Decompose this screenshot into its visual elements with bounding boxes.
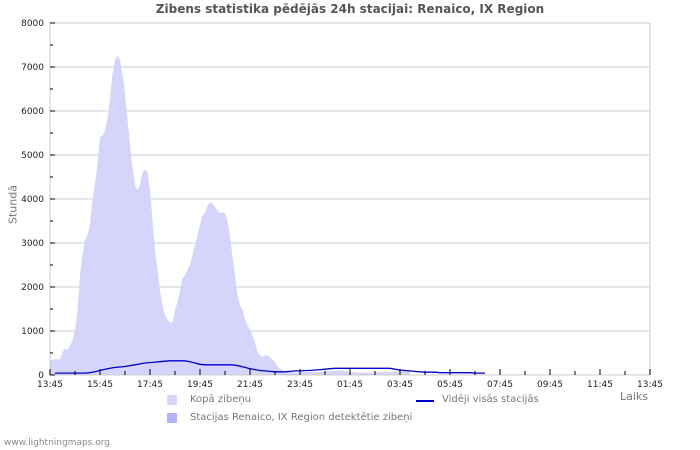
footer-source-link[interactable]: www.lightningmaps.org <box>4 438 110 448</box>
svg-text:11:45: 11:45 <box>587 380 613 390</box>
svg-text:01:45: 01:45 <box>337 380 363 390</box>
legend-swatch-station <box>167 413 177 423</box>
svg-text:13:45: 13:45 <box>37 380 63 390</box>
chart-title: Zibens statistika pēdējās 24h stacijai: … <box>155 2 545 16</box>
svg-text:09:45: 09:45 <box>537 380 563 390</box>
y-axis-ticks: 0 1000 2000 3000 4000 5000 6000 7000 8000 <box>21 19 55 381</box>
svg-text:2000: 2000 <box>21 283 44 293</box>
svg-text:3000: 3000 <box>21 239 44 249</box>
x-axis-label: Laiks <box>620 390 649 403</box>
svg-text:1000: 1000 <box>21 327 44 337</box>
svg-text:5000: 5000 <box>21 151 44 161</box>
svg-text:15:45: 15:45 <box>87 380 113 390</box>
legend-label-total: Kopā zibeņu <box>190 394 252 405</box>
svg-text:23:45: 23:45 <box>287 380 313 390</box>
y-axis-label: Stundā <box>6 185 20 224</box>
svg-text:8000: 8000 <box>21 19 44 29</box>
svg-text:07:45: 07:45 <box>487 380 513 390</box>
svg-text:13:45: 13:45 <box>637 380 663 390</box>
average-all-stations-line <box>55 360 485 374</box>
svg-text:03:45: 03:45 <box>387 380 413 390</box>
svg-text:4000: 4000 <box>21 195 44 205</box>
svg-text:19:45: 19:45 <box>187 380 213 390</box>
svg-text:05:45: 05:45 <box>437 380 463 390</box>
svg-text:17:45: 17:45 <box>137 380 163 390</box>
total-lightning-area <box>50 56 410 375</box>
legend-label-station: Stacijas Renaico, IX Region detektētie z… <box>190 412 413 423</box>
svg-text:0: 0 <box>38 371 44 381</box>
legend-swatch-total <box>167 395 177 405</box>
svg-text:21:45: 21:45 <box>237 380 263 390</box>
legend-swatch-average <box>416 400 434 402</box>
svg-text:7000: 7000 <box>21 63 44 73</box>
legend-label-average: Vidēji visās stacijās <box>442 394 539 405</box>
x-axis-ticks: 13:45 15:45 17:45 19:45 21:45 23:45 01:45 03:45… <box>37 369 663 390</box>
svg-text:6000: 6000 <box>21 107 44 117</box>
